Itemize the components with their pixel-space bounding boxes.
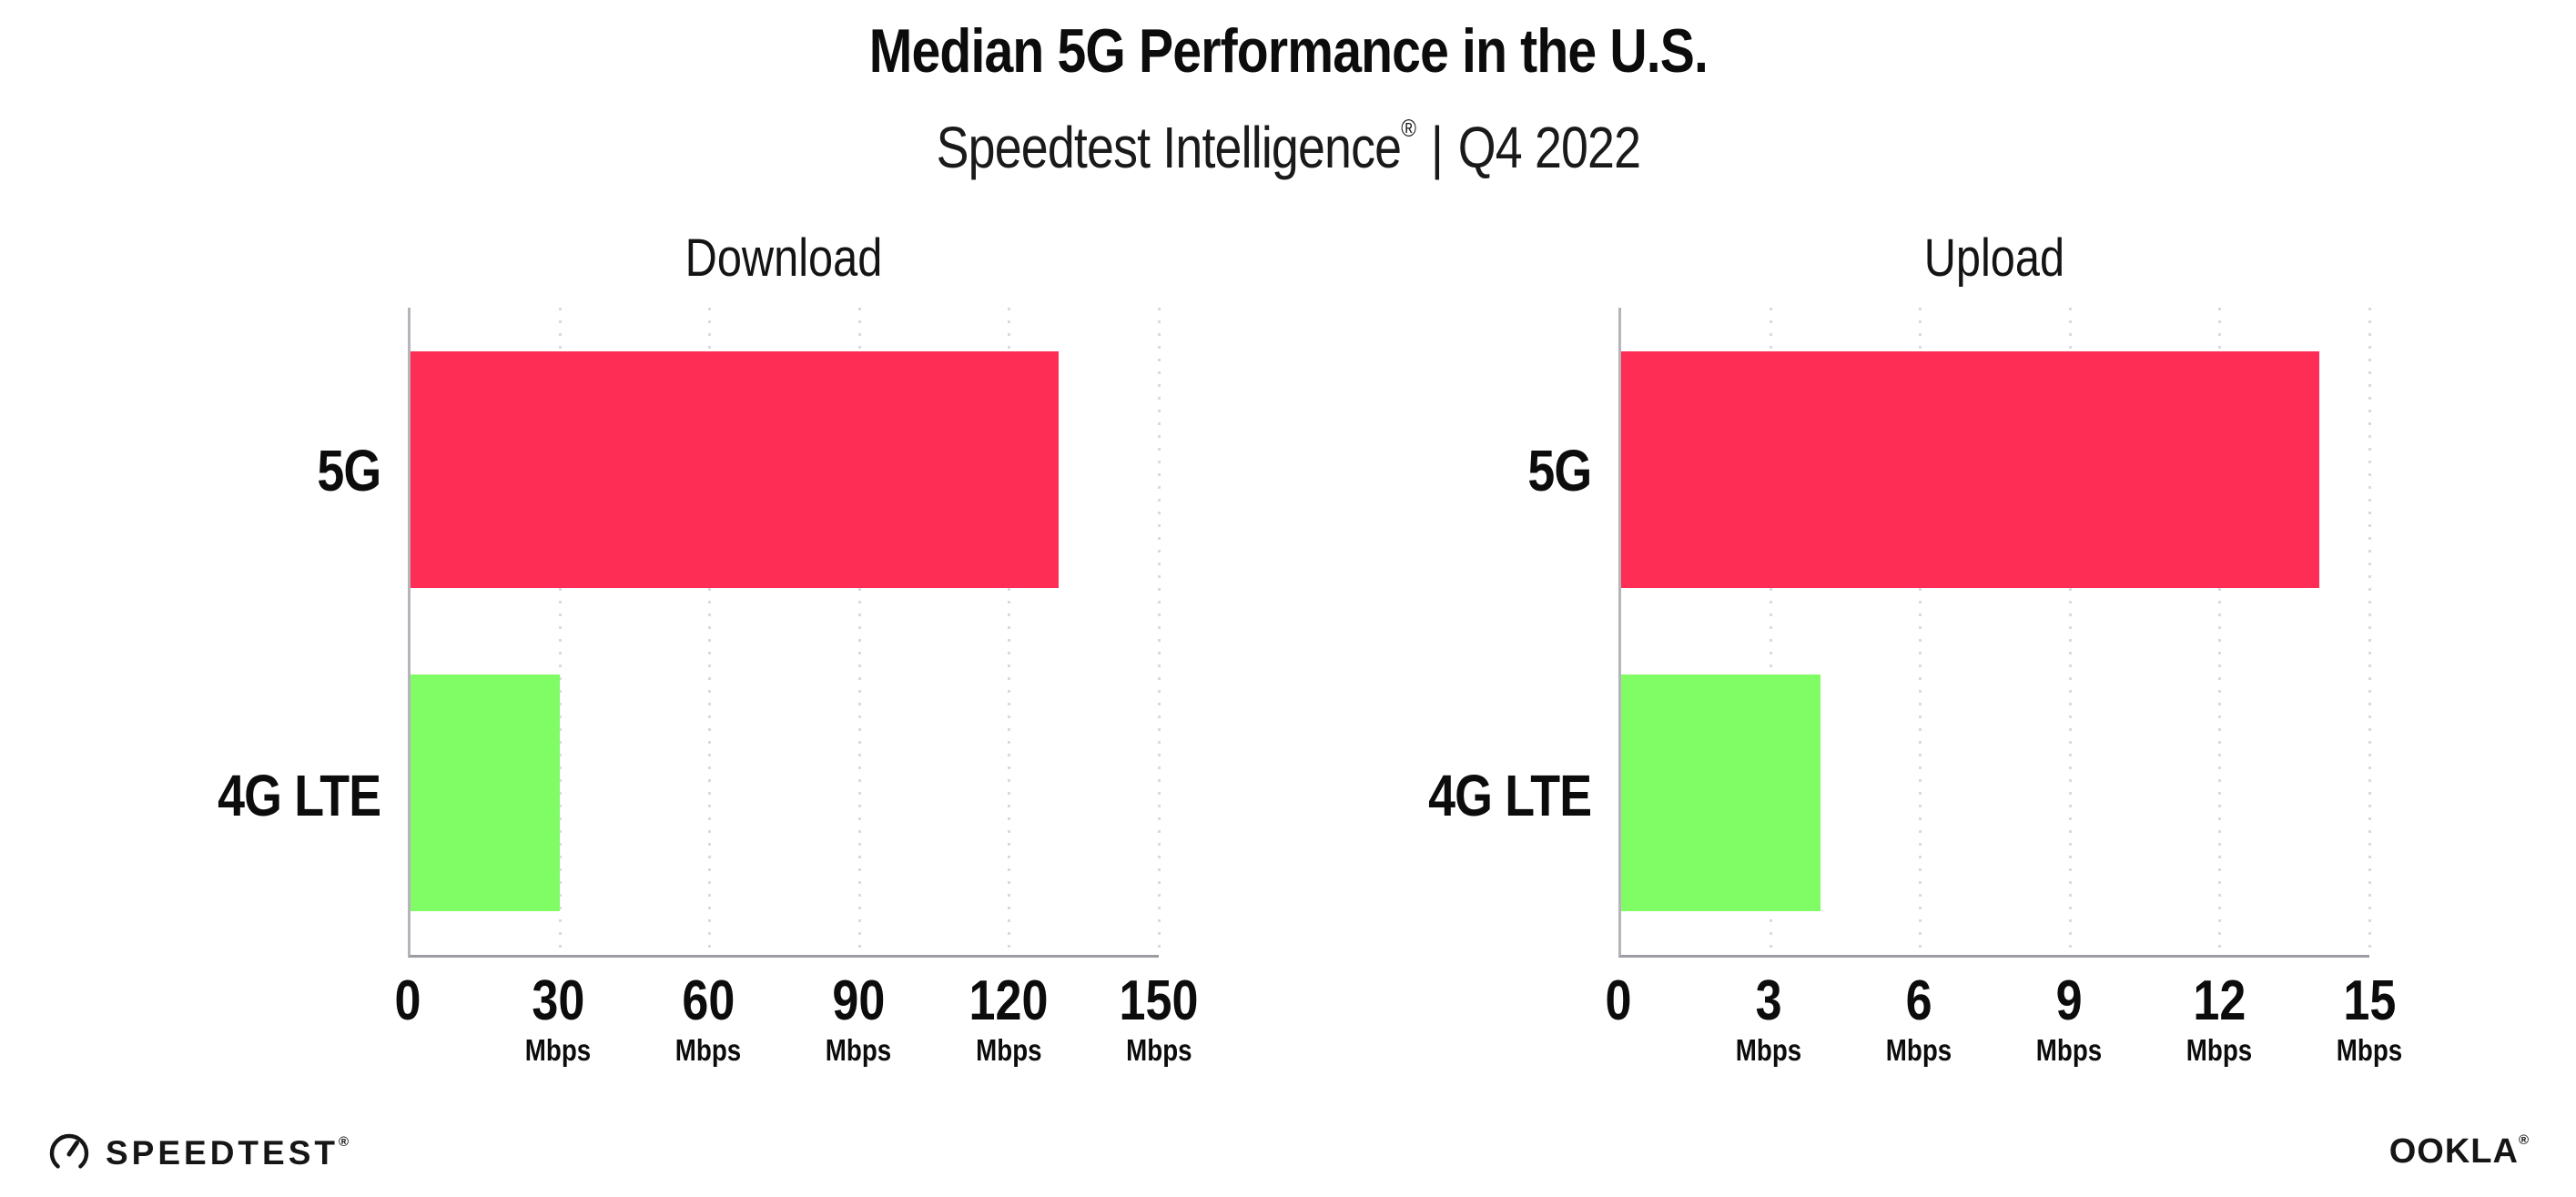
x-tick-unit: Mbps (825, 1033, 892, 1067)
gridline (558, 308, 562, 955)
upload-chart: Upload 5G 4G LTE 0 3 Mbps 6 Mbps 9 Mbps 12 Mbps 15… (1247, 229, 2403, 1090)
x-tick-unit: Mbps (975, 1033, 1042, 1067)
gridline (857, 308, 861, 955)
registered-mark: ® (1400, 115, 1416, 142)
subtitle-period: Q4 2022 (1457, 115, 1640, 180)
x-tick-unit: Mbps (524, 1033, 592, 1067)
x-tick-0: 0 (1605, 969, 1632, 1032)
x-tick-unit: Mbps (674, 1033, 742, 1067)
x-tick-9: 9 Mbps (2030, 972, 2108, 1069)
registered-mark: ® (339, 1134, 350, 1150)
x-tick-15: 15 Mbps (2330, 972, 2409, 1069)
gridline (2368, 308, 2371, 955)
registered-mark: ® (2518, 1132, 2529, 1148)
category-label-4g-lte: 4G LTE (217, 762, 381, 828)
download-chart: Download 5G 4G LTE 0 30 Mbps 60 Mbps 90 Mbps 120… (36, 229, 1199, 1090)
x-tick-0: 0 (394, 969, 421, 1032)
page-subtitle: Speedtest Intelligence® | Q4 2022 (0, 93, 2576, 183)
category-label-5g: 5G (316, 437, 381, 503)
bar-5g (411, 350, 1060, 588)
header: Median 5G Performance in the U.S. Speedt… (0, 13, 2576, 183)
gridline (1919, 308, 1922, 955)
bar-4g-lte (411, 675, 561, 912)
y-axis-labels: 5G 4G LTE (36, 308, 408, 958)
x-tick-90: 90 Mbps (819, 972, 898, 1069)
x-tick-unit: Mbps (2035, 1033, 2103, 1067)
x-tick-60: 60 Mbps (669, 972, 747, 1069)
subtitle-separator: | (1430, 115, 1443, 180)
gridline (708, 308, 712, 955)
ookla-logo: OOKLA® (2389, 1132, 2529, 1172)
y-axis-labels: 5G 4G LTE (1247, 308, 1618, 958)
plot-area (408, 308, 1161, 958)
plot-area (1618, 308, 2371, 958)
category-label-4g-lte: 4G LTE (1427, 762, 1592, 828)
chart-title-text: Download (685, 228, 882, 288)
x-tick-unit: Mbps (2186, 1033, 2253, 1067)
gridline (1008, 308, 1011, 955)
gridline (1157, 308, 1161, 955)
chart-title-text: Upload (1923, 228, 2064, 288)
x-tick-3: 3 Mbps (1729, 972, 1808, 1069)
x-tick-12: 12 Mbps (2180, 972, 2258, 1069)
chart-body: 5G 4G LTE (1247, 308, 2371, 958)
speedtest-wordmark: SPEEDTEST® (106, 1134, 350, 1172)
chart-title: Upload (1618, 229, 2369, 288)
chart-body: 5G 4G LTE (36, 308, 1161, 958)
page-title: Median 5G Performance in the U.S. (868, 16, 1708, 86)
x-tick-120: 120 Mbps (961, 972, 1055, 1069)
x-tick-150: 150 Mbps (1111, 972, 1205, 1069)
chart-title: Download (408, 229, 1159, 288)
x-tick-unit: Mbps (1885, 1033, 1952, 1067)
x-tick-unit: Mbps (1735, 1033, 1802, 1067)
gridline (1769, 308, 1772, 955)
gridline (2218, 308, 2222, 955)
x-axis: 0 30 Mbps 60 Mbps 90 Mbps 120 Mbps 150 Mbps (395, 972, 1199, 1090)
x-tick-unit: Mbps (2336, 1033, 2403, 1067)
ookla-wordmark: OOKLA® (2388, 1132, 2529, 1171)
bar-5g (1621, 350, 2320, 588)
category-label-5g: 5G (1526, 437, 1592, 503)
x-tick-6: 6 Mbps (1880, 972, 1958, 1069)
bar-4g-lte (1621, 675, 1821, 912)
speedtest-logo: SPEEDTEST® (47, 1131, 349, 1175)
x-axis: 0 3 Mbps 6 Mbps 9 Mbps 12 Mbps 15 Mbps (1606, 972, 2403, 1090)
x-tick-30: 30 Mbps (519, 972, 597, 1069)
speedtest-gauge-icon (49, 1133, 89, 1173)
x-tick-unit: Mbps (1125, 1033, 1192, 1067)
gridline (2068, 308, 2072, 955)
subtitle-brand: Speedtest Intelligence (936, 115, 1401, 180)
